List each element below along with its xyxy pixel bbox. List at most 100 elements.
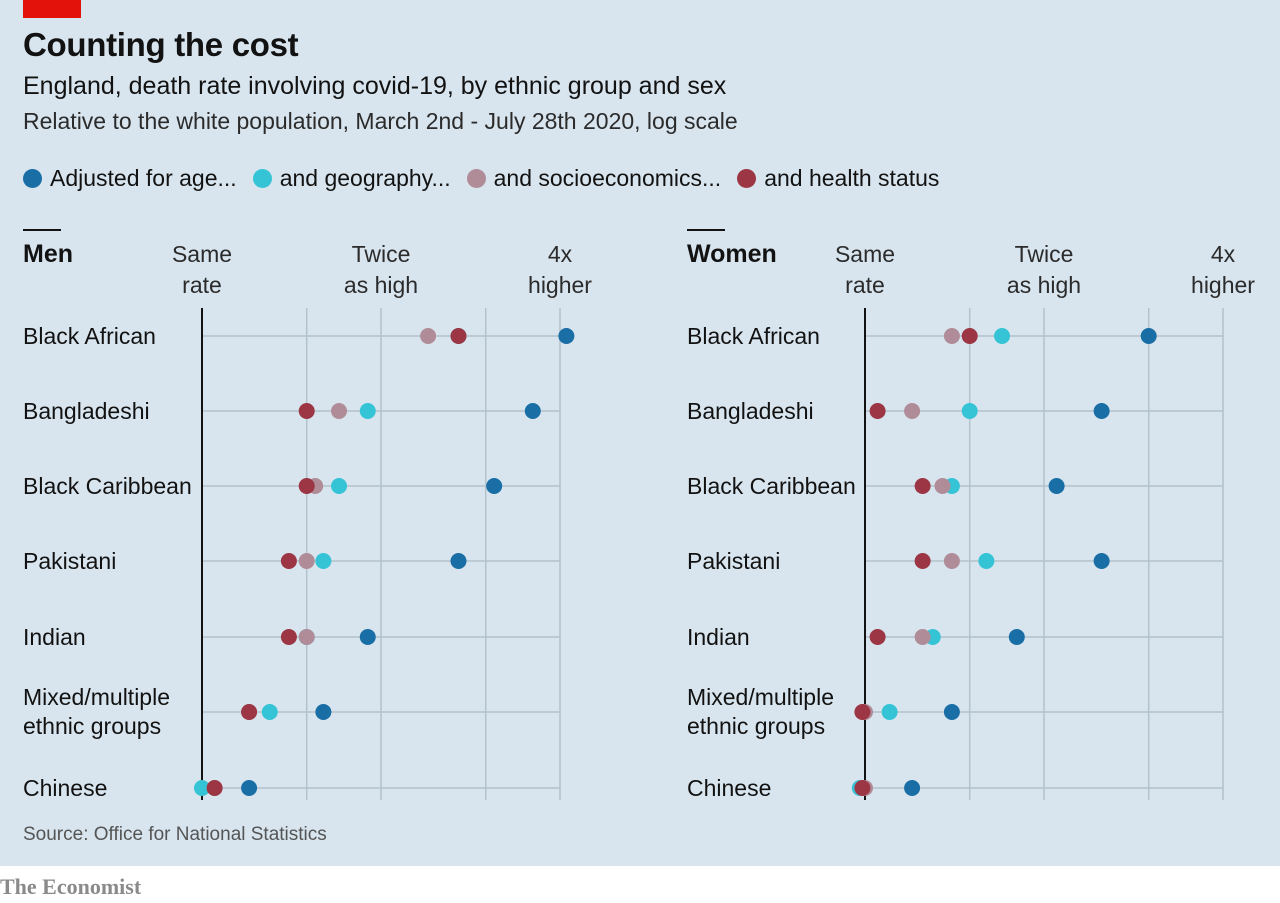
data-point-adjusted-for-age [1093,403,1110,419]
legend-item-age: Adjusted for age... [23,165,237,192]
chart-subtitle: England, death rate involving covid-19, … [23,72,727,100]
tick-label: as high [344,272,418,298]
tick-label: Twice [1015,241,1074,267]
chart-panel: Counting the cost England, death rate in… [0,0,1280,866]
panel-heading-rule [687,229,725,231]
data-point-adjusted-for-age [315,704,332,720]
data-point-and-health-status [280,553,297,569]
data-point-and-geography [261,704,278,720]
data-point-and-health-status [869,403,886,419]
dot-plot-charts: Men Same rate Twice as high 4x higher Black Afr… [23,229,1255,801]
data-point-adjusted-for-age [359,629,376,645]
tick-label: Same [172,241,232,267]
data-point-and-geography [359,403,376,419]
legend-item-health: and health status [737,165,939,192]
tick-label: as high [1007,272,1081,298]
panel-title: Women [687,240,777,268]
data-point-and-geography [881,704,898,720]
tick-label: higher [528,272,592,298]
tick-label: 4x [1211,241,1236,267]
data-point-and-health-status [914,553,931,569]
category-label: Pakistani [23,548,116,574]
economist-logo: The Economist [0,874,142,899]
brand-accent-tab [23,0,81,18]
data-point-and-health-status [961,328,978,344]
data-point-and-socioeconomics [914,629,931,645]
category-label: Mixed/multiple [687,684,834,710]
data-point-and-health-status [280,629,297,645]
data-point-adjusted-for-age [450,553,467,569]
data-point-and-socioeconomics [420,328,437,344]
legend-label-age: Adjusted for age... [50,165,237,191]
data-point-and-geography [961,403,978,419]
category-label: Indian [23,624,86,650]
tick-label: rate [845,272,885,298]
data-point-and-geography [994,328,1011,344]
data-point-adjusted-for-age [1048,478,1065,494]
data-point-and-health-status [241,704,258,720]
data-point-and-socioeconomics [943,328,960,344]
data-point-and-health-status [854,780,871,796]
data-point-and-geography [978,553,995,569]
data-point-adjusted-for-age [1008,629,1025,645]
legend-item-socioeconomics: and socioeconomics... [466,165,722,192]
legend-label-geography: and geography... [279,165,451,191]
category-label: Bangladeshi [687,398,814,424]
category-label: Black Caribbean [687,473,856,499]
data-point-and-socioeconomics [298,553,315,569]
category-label: Bangladeshi [23,398,150,424]
chart-title: Counting the cost [23,26,299,63]
data-point-adjusted-for-age [558,328,575,344]
data-point-adjusted-for-age [904,780,921,796]
legend-label-socioeconomics: and socioeconomics... [493,165,722,191]
tick-label: 4x [548,241,573,267]
category-label: Mixed/multiple [23,684,170,710]
tick-label: Twice [352,241,411,267]
data-point-and-health-status [854,704,871,720]
data-point-adjusted-for-age [1093,553,1110,569]
data-point-and-geography [331,478,348,494]
data-point-and-socioeconomics [943,553,960,569]
data-point-and-socioeconomics [934,478,951,494]
data-point-and-geography [315,553,332,569]
category-label: Chinese [23,775,107,801]
category-label: Black African [23,323,156,349]
chart-subtitle-scale: Relative to the white population, March … [23,108,738,134]
source-note: Source: Office for National Statistics [23,824,327,845]
data-point-adjusted-for-age [524,403,541,419]
panel-heading-rule [23,229,61,231]
legend-swatch-socioeconomics [466,169,486,188]
category-label: Indian [687,624,750,650]
tick-label: Same [835,241,895,267]
legend-swatch-geography [252,169,272,188]
data-point-and-health-status [206,780,223,796]
tick-label: higher [1191,272,1255,298]
data-point-and-health-status [914,478,931,494]
data-point-and-health-status [869,629,886,645]
legend-label-health: and health status [764,165,940,191]
legend-swatch-health [737,169,757,188]
tick-label: rate [182,272,222,298]
chart-panel-women: Women Same rate Twice as high 4x higher Black A… [687,229,1255,801]
data-point-adjusted-for-age [1140,328,1157,344]
legend: Adjusted for age... and geography... and… [23,165,955,192]
category-label: Chinese [687,775,771,801]
data-point-adjusted-for-age [241,780,258,796]
data-point-adjusted-for-age [943,704,960,720]
data-point-adjusted-for-age [486,478,503,494]
data-point-and-socioeconomics [331,403,348,419]
data-point-and-geography [194,780,210,796]
category-label: Black African [687,323,820,349]
category-label: Pakistani [687,548,780,574]
data-point-and-health-status [450,328,467,344]
data-point-and-socioeconomics [298,629,315,645]
category-label: Black Caribbean [23,473,192,499]
data-point-and-health-status [298,478,315,494]
legend-swatch-age [23,169,42,188]
data-point-and-health-status [298,403,315,419]
category-label: ethnic groups [687,713,825,739]
chart-panel-men: Men Same rate Twice as high 4x higher Black Afr… [23,229,592,801]
category-label: ethnic groups [23,713,161,739]
legend-item-geography: and geography... [252,165,451,192]
panel-title: Men [23,240,73,268]
